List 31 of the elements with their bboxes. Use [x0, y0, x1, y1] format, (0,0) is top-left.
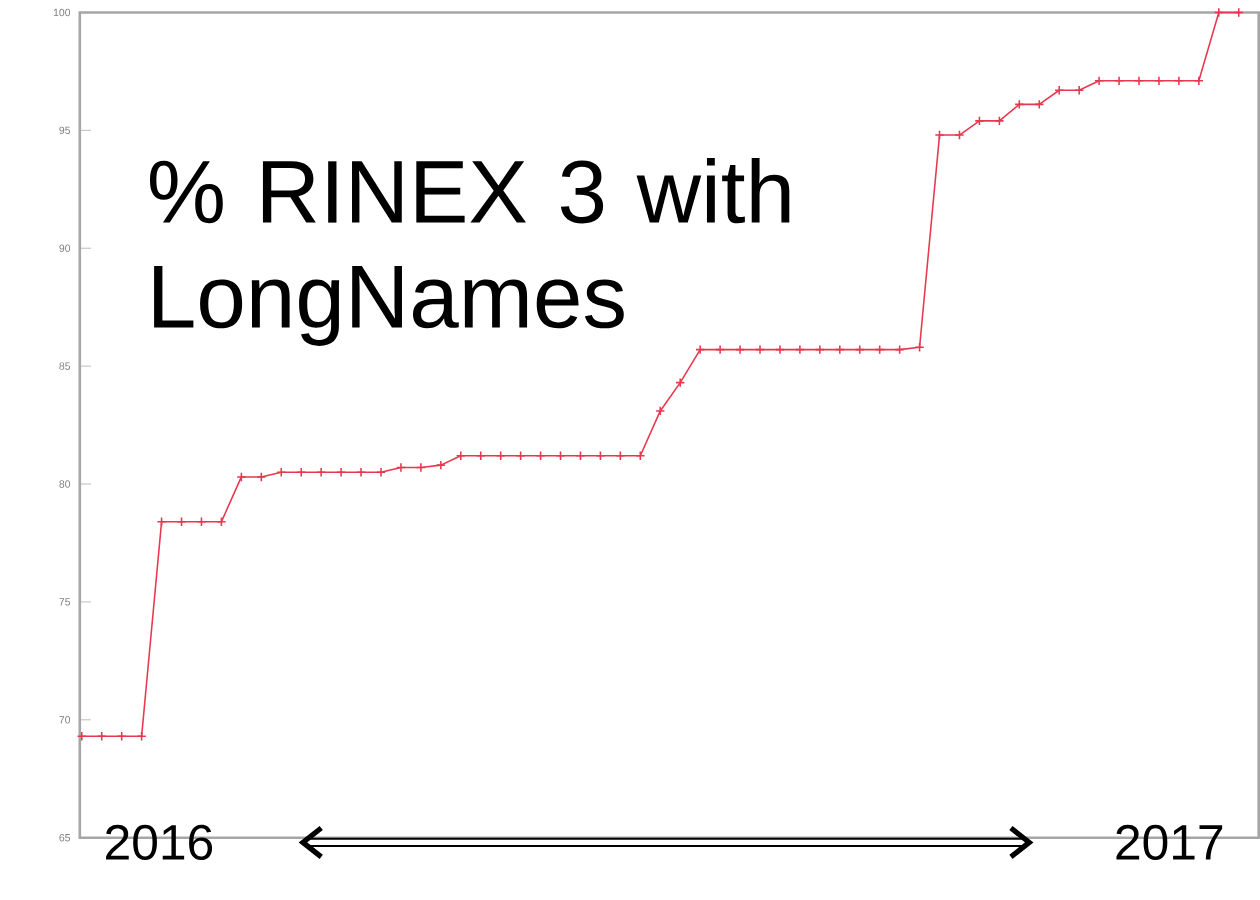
- annotation: 2016: [106, 825, 213, 861]
- point: [1054, 85, 1065, 96]
- point: [435, 460, 446, 471]
- point: [236, 472, 247, 483]
- point: [735, 344, 746, 355]
- point: [814, 344, 825, 355]
- point: [914, 342, 925, 353]
- point: [715, 344, 726, 355]
- point: [675, 377, 686, 388]
- point: [316, 467, 327, 478]
- point: [854, 344, 865, 355]
- point: [954, 130, 965, 141]
- point: [774, 344, 785, 355]
- point: [395, 462, 406, 473]
- point: [336, 467, 347, 478]
- point: [755, 344, 765, 355]
- annotation: 2017: [1116, 825, 1223, 861]
- point: [296, 467, 307, 478]
- point: [356, 467, 367, 478]
- point: [1213, 7, 1224, 18]
- point: [376, 467, 386, 478]
- point: [834, 344, 845, 355]
- point: [794, 344, 805, 355]
- text: % RINEX 3 with LongNames: [149, 158, 790, 347]
- point: [1034, 99, 1045, 110]
- point: [1074, 85, 1085, 96]
- point: [695, 344, 706, 355]
- point: [415, 462, 426, 473]
- point: [276, 467, 287, 478]
- point: [256, 472, 267, 483]
- point: [934, 130, 945, 141]
